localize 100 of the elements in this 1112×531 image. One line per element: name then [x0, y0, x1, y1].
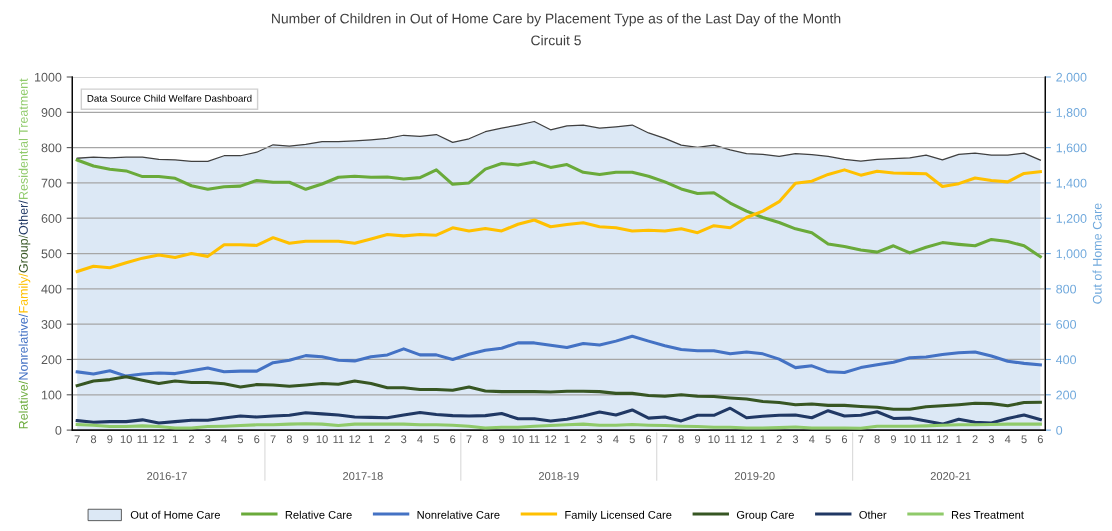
- x-tick-label: 9: [890, 435, 897, 444]
- text: 2016-17: [147, 472, 187, 480]
- x-tick-label: 12: [349, 435, 361, 444]
- x-tick-label: 3: [988, 435, 995, 444]
- x-tick-label: 5: [237, 435, 244, 444]
- text: 2020-21: [930, 472, 971, 480]
- x-tick-label: 7: [74, 435, 80, 444]
- y2-tick-label: 1,000: [1056, 249, 1087, 260]
- text: 2018-19: [538, 472, 579, 480]
- x-tick-label: 12: [153, 435, 165, 444]
- text: 2017-18: [343, 472, 383, 480]
- x-tick-label: 9: [303, 435, 309, 444]
- x-tick-label: 1: [760, 435, 766, 444]
- y-tick-label: 200: [41, 355, 62, 365]
- x-tick-label: 8: [286, 435, 293, 444]
- x-tick-label: 3: [401, 435, 407, 444]
- x-tick-label: 7: [466, 435, 472, 444]
- x-tick-label: 1: [956, 435, 962, 444]
- y2-tick-label: 1,600: [1056, 143, 1087, 154]
- y2-tick-label: 800: [1056, 284, 1077, 294]
- y2-tick-label: 600: [1056, 319, 1077, 329]
- legend-label: Res Treatment: [951, 511, 1024, 519]
- x-tick-label: 5: [825, 435, 831, 444]
- legend-label: Nonrelative Care: [417, 510, 500, 519]
- x-tick-label: 4: [221, 435, 227, 444]
- x-tick-label: 9: [107, 435, 113, 444]
- x-tick-label: 8: [678, 435, 684, 444]
- x-tick-label: 2: [776, 435, 782, 444]
- y-tick-label: 300: [41, 319, 62, 329]
- y-tick-label: 100: [41, 390, 62, 400]
- legend-label: Out of Home Care: [130, 510, 220, 519]
- x-tick-label: 9: [694, 435, 701, 444]
- chart-title: Number of Children in Out of Home Care by Placement Type as of the Last Day of the Month: [272, 13, 841, 27]
- y-tick-label: 400: [41, 284, 62, 294]
- x-tick-label: 1: [172, 435, 178, 444]
- x-tick-label: 6: [646, 435, 652, 444]
- y2-tick-label: 1,200: [1056, 214, 1087, 225]
- y-tick-label: 700: [41, 178, 62, 188]
- y2-tick-label: 0: [1056, 425, 1063, 435]
- line-series: [75, 158, 1042, 259]
- x-tick-label: 1: [368, 435, 374, 444]
- x-tick-label: 4: [1004, 435, 1011, 444]
- x-tick-label: 11: [921, 435, 932, 444]
- y-tick-label: 1000: [35, 72, 62, 82]
- y-tick-label: 500: [41, 249, 62, 259]
- y2-axis-title: Out of Home Care: [1092, 203, 1102, 304]
- x-tick-label: 2: [972, 435, 978, 444]
- x-tick-label: 9: [499, 435, 505, 444]
- x-tick-label: 10: [316, 435, 328, 444]
- x-tick-label: 10: [904, 435, 916, 444]
- y-axis-title: Relative/Nonrelative/Family/Group/Other/Residential Treatment: [18, 78, 31, 429]
- text: 2019-20: [734, 472, 775, 480]
- legend-label: Relative Care: [285, 510, 352, 519]
- legend-label: Family Licensed Care: [565, 510, 672, 521]
- x-tick-label: 8: [90, 435, 97, 444]
- x-tick-label: 4: [417, 435, 423, 444]
- x-tick-label: 11: [725, 435, 736, 444]
- x-tick-label: 3: [792, 435, 799, 444]
- x-tick-label: 10: [120, 435, 132, 444]
- x-tick-label: 11: [333, 435, 344, 444]
- x-tick-label: 1: [564, 435, 570, 444]
- x-tick-label: 10: [512, 435, 524, 444]
- y-tick-label: 0: [55, 425, 62, 435]
- x-tick-label: 7: [858, 435, 864, 444]
- x-tick-label: 12: [545, 435, 557, 444]
- x-tick-label: 3: [596, 435, 603, 444]
- y-tick-label: 900: [41, 108, 62, 117]
- x-tick-label: 5: [1021, 435, 1027, 444]
- legend-label: Group Care: [736, 510, 794, 521]
- x-tick-label: 7: [270, 435, 276, 444]
- x-tick-label: 2: [384, 435, 390, 444]
- x-tick-label: 11: [137, 435, 148, 444]
- x-tick-label: 6: [1037, 435, 1043, 444]
- x-tick-label: 11: [529, 435, 540, 444]
- chart-subtitle: Circuit 5: [531, 35, 581, 46]
- line-series: [75, 334, 1042, 378]
- annotation: Data Source Child Welfare Dashboard: [87, 94, 252, 102]
- x-tick-label: 6: [841, 435, 848, 444]
- x-tick-label: 8: [874, 435, 880, 444]
- y2-tick-label: 2,000: [1056, 72, 1087, 84]
- x-tick-label: 5: [629, 435, 635, 444]
- x-tick-label: 10: [708, 435, 720, 444]
- line-series: [75, 168, 1042, 274]
- x-tick-label: 2: [188, 435, 194, 444]
- x-tick-label: 4: [613, 435, 619, 444]
- line-series: [75, 375, 1042, 411]
- line-series: [75, 406, 1042, 426]
- x-tick-label: 2: [580, 435, 586, 444]
- x-tick-label: 12: [741, 435, 753, 444]
- x-tick-label: 7: [662, 435, 668, 444]
- x-tick-label: 8: [482, 435, 488, 444]
- x-tick-label: 5: [433, 435, 439, 444]
- y-tick-label: 600: [41, 214, 62, 223]
- x-tick-label: 6: [254, 435, 260, 444]
- y2-tick-label: 1,800: [1056, 108, 1087, 119]
- x-tick-label: 3: [205, 435, 211, 444]
- y-tick-label: 800: [41, 143, 62, 153]
- legend-label: Other: [859, 510, 887, 519]
- y2-tick-label: 1,400: [1056, 178, 1087, 190]
- x-tick-label: 4: [808, 435, 815, 444]
